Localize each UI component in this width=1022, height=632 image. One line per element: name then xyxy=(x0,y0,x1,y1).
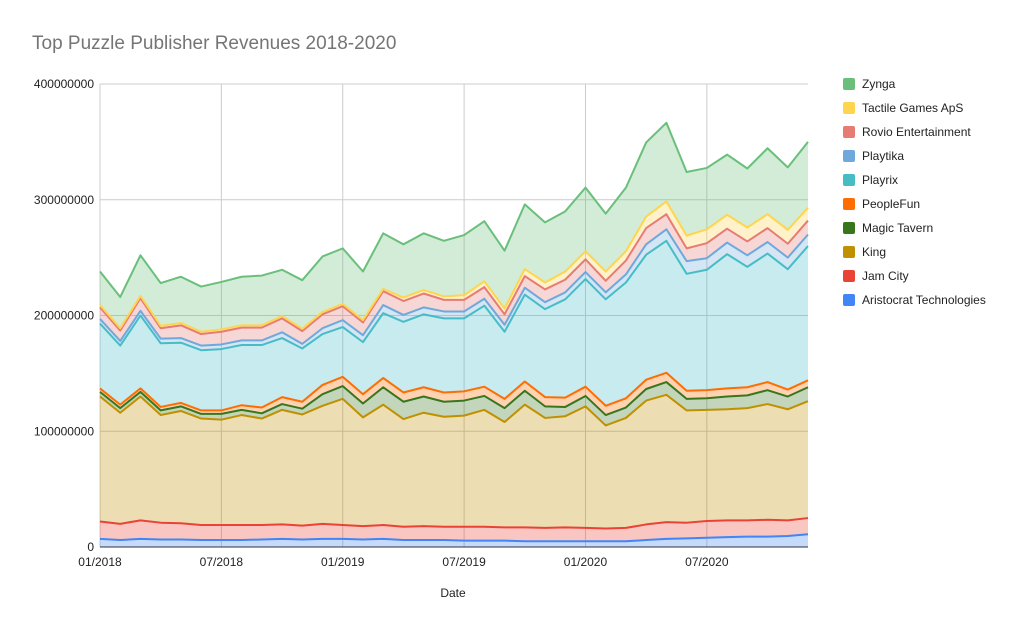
line-playrix xyxy=(99,239,809,352)
legend: Zynga Tactile Games ApS Rovio Entertainmen… xyxy=(843,77,986,307)
x-axis-ticks: 01/2018 07/2018 01/2019 07/2019 01/2020 07/20… xyxy=(78,555,729,569)
legend-swatch xyxy=(843,270,855,282)
line-tactile-games-aps xyxy=(99,200,809,333)
legend-swatch xyxy=(843,246,855,258)
legend-item[interactable]: Rovio Entertainment xyxy=(843,125,971,139)
x-tick-label: 07/2020 xyxy=(685,555,729,569)
area-jam-city xyxy=(100,518,808,542)
line-zynga xyxy=(99,121,809,298)
legend-label: Zynga xyxy=(862,77,896,91)
legend-swatch xyxy=(843,126,855,138)
area-magic-tavern xyxy=(100,382,808,426)
y-tick-label: 400000000 xyxy=(34,77,94,91)
legend-item[interactable]: Playtika xyxy=(843,149,904,163)
area-series xyxy=(100,122,808,547)
line-magic-tavern xyxy=(99,381,809,417)
legend-item[interactable]: Playrix xyxy=(843,173,898,187)
y-tick-label: 100000000 xyxy=(34,424,94,438)
x-tick-label: 01/2018 xyxy=(78,555,122,569)
area-peoplefun xyxy=(100,372,808,416)
legend-label: Tactile Games ApS xyxy=(862,101,963,115)
legend-item[interactable]: Magic Tavern xyxy=(843,221,933,235)
legend-item[interactable]: Aristocrat Technologies xyxy=(843,293,986,307)
line-jam-city xyxy=(99,517,809,530)
y-tick-label: 300000000 xyxy=(34,193,94,207)
legend-swatch xyxy=(843,294,855,306)
x-tick-label: 01/2020 xyxy=(564,555,608,569)
legend-item[interactable]: PeopleFun xyxy=(843,197,920,211)
x-tick-label: 07/2018 xyxy=(200,555,244,569)
x-axis-label: Date xyxy=(440,586,466,600)
line-playtika xyxy=(99,228,809,347)
legend-swatch xyxy=(843,198,855,210)
legend-label: PeopleFun xyxy=(862,197,920,211)
legend-label: Magic Tavern xyxy=(862,221,933,235)
legend-item[interactable]: Jam City xyxy=(843,269,909,283)
legend-label: Playrix xyxy=(862,173,898,187)
legend-label: Rovio Entertainment xyxy=(862,125,971,139)
area-king xyxy=(100,394,808,529)
series-lines xyxy=(99,121,809,543)
legend-swatch xyxy=(843,78,855,90)
x-tick-label: 01/2019 xyxy=(321,555,365,569)
y-tick-label: 0 xyxy=(87,540,94,554)
y-axis-ticks: 0 100000000 200000000 300000000 400000000 xyxy=(34,77,94,554)
line-king xyxy=(99,393,809,427)
chart-title: Top Puzzle Publisher Revenues 2018-2020 xyxy=(32,33,397,54)
area-rovio-entertainment xyxy=(100,214,808,346)
line-rovio-entertainment xyxy=(99,213,809,336)
legend-item[interactable]: King xyxy=(843,245,886,259)
legend-swatch xyxy=(843,150,855,162)
legend-swatch xyxy=(843,222,855,234)
legend-item[interactable]: Zynga xyxy=(843,77,896,91)
x-tick-label: 07/2019 xyxy=(442,555,486,569)
area-playrix xyxy=(100,240,808,411)
legend-swatch xyxy=(843,102,855,114)
legend-label: King xyxy=(862,245,886,259)
line-aristocrat-technologies xyxy=(99,533,809,543)
legend-item[interactable]: Tactile Games ApS xyxy=(843,101,963,115)
legend-label: Playtika xyxy=(862,149,904,163)
legend-label: Aristocrat Technologies xyxy=(862,293,986,307)
line-peoplefun xyxy=(99,371,809,412)
legend-label: Jam City xyxy=(862,269,909,283)
area-zynga xyxy=(100,122,808,332)
legend-swatch xyxy=(843,174,855,186)
y-tick-label: 200000000 xyxy=(34,309,94,323)
